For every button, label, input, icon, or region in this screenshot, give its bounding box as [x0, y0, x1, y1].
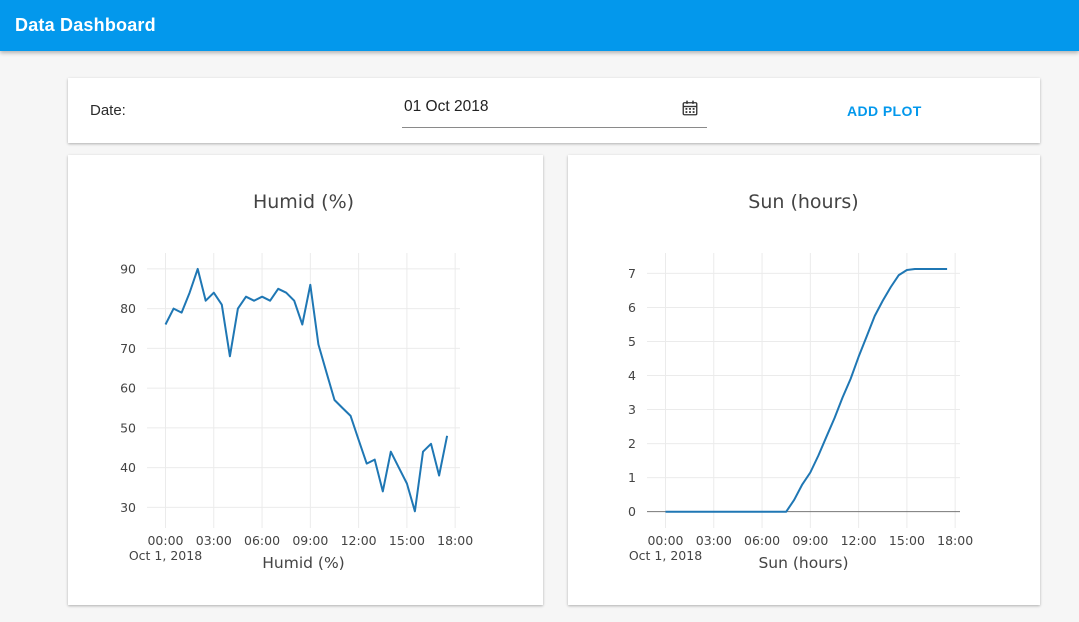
calendar-icon-glyph [682, 100, 698, 116]
x-tick-label: 00:00 [147, 533, 183, 548]
calendar-icon[interactable] [681, 98, 699, 118]
y-tick-label: 40 [120, 460, 136, 475]
x-tick-label: 09:00 [792, 533, 828, 548]
x-tick-label: 15:00 [389, 533, 425, 548]
x-tick-label: 18:00 [437, 533, 473, 548]
x-tick-label: 12:00 [841, 533, 877, 548]
y-tick-label: 4 [628, 368, 636, 383]
y-tick-label: 70 [120, 341, 136, 356]
y-tick-label: 2 [628, 436, 636, 451]
app-header: Data Dashboard [0, 0, 1079, 51]
sun-chart-card: Sun (hours) 00:00 03:00 06:00 09:00 12:00 15:0… [568, 155, 1040, 605]
y-tick-label: 60 [120, 381, 136, 396]
controls-card: Date: ADD PLOT [68, 78, 1040, 143]
sun-chart-mount: Sun (hours) 00:00 03:00 06:00 09:00 12:00 15:0… [568, 155, 1040, 605]
chart-title: Humid (%) [253, 191, 354, 213]
app-title: Data Dashboard [15, 15, 156, 35]
humid-chart: Humid (%) 00:00 03:00 06:00 09:00 12:00 15:00 1… [120, 191, 473, 572]
chart-title: Sun (hours) [748, 191, 858, 213]
date-input[interactable] [404, 89, 644, 125]
x-tick-label: 03:00 [196, 533, 232, 548]
x-tick-label: 18:00 [937, 533, 973, 548]
x-tick-label: 06:00 [244, 533, 280, 548]
x-tick-label: 06:00 [744, 533, 780, 548]
x-tick-label: 03:00 [696, 533, 732, 548]
y-tick-label: 6 [628, 300, 636, 315]
x-axis-title: Humid (%) [262, 554, 344, 572]
y-tick-label: 80 [120, 301, 136, 316]
date-label: Date: [90, 102, 126, 119]
x-tick-label: 15:00 [889, 533, 925, 548]
x-tick-label: 09:00 [292, 533, 328, 548]
y-tick-label: 3 [628, 402, 636, 417]
y-tick-label: 0 [628, 504, 636, 519]
humid-chart-mount: Humid (%) 00:00 03:00 06:00 09:00 12:00 15:00 1… [68, 155, 543, 605]
sun-chart: Sun (hours) 00:00 03:00 06:00 09:00 12:00 15:0… [628, 191, 973, 572]
data-line [164, 267, 449, 513]
data-line [665, 268, 948, 513]
y-tick-label: 7 [628, 266, 636, 281]
y-tick-label: 1 [628, 470, 636, 485]
x-tick-label: 00:00 [647, 533, 683, 548]
y-tick-label: 50 [120, 420, 136, 435]
add-plot-button[interactable]: ADD PLOT [831, 94, 938, 127]
humid-chart-card: Humid (%) 00:00 03:00 06:00 09:00 12:00 15:00 1… [68, 155, 543, 605]
y-tick-label: 90 [120, 261, 136, 276]
x-tick-label: 12:00 [341, 533, 377, 548]
x-axis-date-annotation: Oct 1, 2018 [629, 548, 702, 563]
date-input-wrap[interactable] [402, 89, 707, 128]
x-axis-title: Sun (hours) [758, 554, 848, 572]
y-tick-label: 5 [628, 334, 636, 349]
y-tick-label: 30 [120, 500, 136, 515]
x-axis-date-annotation: Oct 1, 2018 [129, 548, 202, 563]
